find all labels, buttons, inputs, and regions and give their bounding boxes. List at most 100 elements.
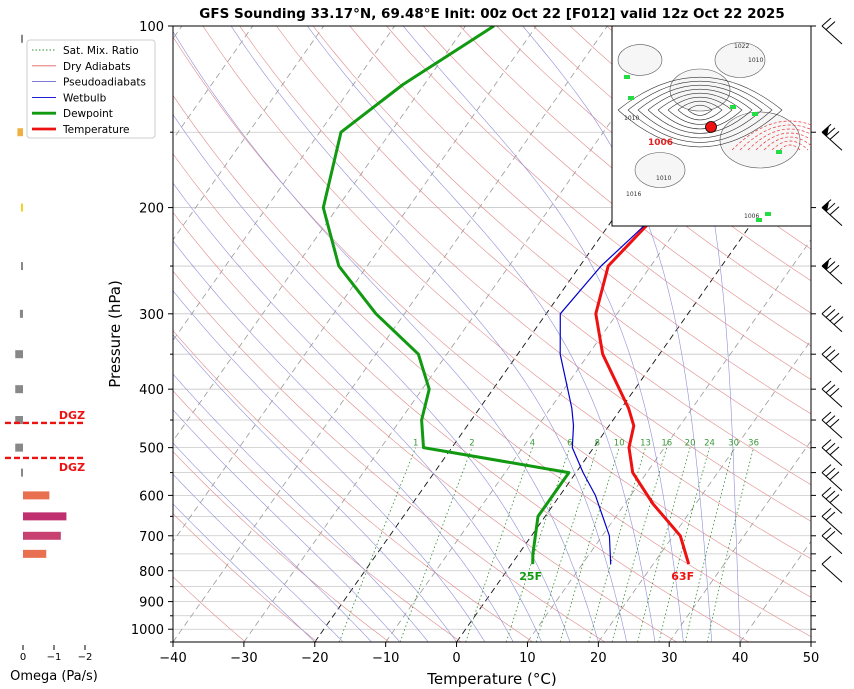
isotherm-line (385, 37, 811, 642)
series-dewpoint-line (321, 26, 571, 565)
map-terrain (617, 44, 663, 76)
pseudoadiabat-line (650, 26, 741, 642)
dry-adiabat-line (173, 390, 462, 642)
dry-adiabat-line (496, 26, 811, 282)
y-tick-label: 1000 (131, 623, 164, 638)
map-contour-label: 1006 (648, 138, 673, 148)
map-precip (628, 96, 634, 100)
pseudoadiabat-line (173, 373, 429, 642)
map-thickness-line (771, 140, 809, 151)
dewpoint-surface-label: 25F (519, 570, 542, 583)
map-isobar (677, 100, 723, 121)
omega-panel: 0 −1 −2 DGZ DGZ (5, 34, 93, 663)
omega-bar (21, 203, 23, 212)
wind-barbs (821, 17, 844, 583)
isotherm-line (810, 641, 811, 642)
mixing-ratio-line (506, 447, 571, 642)
omega-axis-label: Omega (Pa/s) (10, 669, 98, 684)
isotherm-line (668, 440, 811, 642)
wind-barb (821, 257, 843, 285)
pseudoadiabat-line (402, 26, 684, 642)
mixing-ratio-label: 16 (661, 439, 672, 449)
isotherm-line (314, 26, 750, 642)
y-tick-label: 400 (139, 383, 164, 398)
map-contour-label: 1010 (624, 115, 639, 122)
map-isobar (617, 76, 783, 148)
y-tick-label: 300 (139, 308, 164, 323)
mixing-ratio-line (535, 447, 598, 642)
map-contour-label: 1016 (626, 191, 641, 198)
map-precip (624, 75, 630, 79)
map-isobar (687, 104, 713, 116)
omega-bar (17, 128, 23, 137)
dry-adiabat-line (173, 211, 677, 642)
x-tick-label: 20 (590, 651, 607, 666)
wind-barb (821, 305, 844, 333)
pseudoadiabat-line (173, 290, 486, 642)
omega-x-tick-label: 0 (20, 652, 26, 663)
wind-barb (821, 487, 843, 514)
legend-box (26, 39, 156, 139)
x-tick-label: 50 (803, 651, 820, 666)
dry-adiabat-line (173, 153, 749, 642)
omega-bar (15, 350, 23, 359)
mixing-ratio-label: 4 (530, 439, 535, 449)
pseudoadiabat-line (173, 240, 514, 642)
wind-barb (821, 439, 843, 467)
legend-entry-label: Dewpoint (63, 108, 113, 120)
omega-bar (15, 443, 23, 452)
mixing-ratio-label: 24 (704, 439, 715, 449)
map-precip (752, 112, 758, 116)
pseudoadiabat-line (173, 473, 344, 642)
dry-adiabat-line (173, 576, 246, 642)
omega-x-tick-label: −2 (78, 652, 93, 663)
y-tick-label: 900 (139, 596, 164, 611)
pseudoadiabat-line (173, 409, 401, 642)
legend-entry-label: Sat. Mix. Ratio (63, 45, 139, 57)
pseudoadiabat-line (307, 26, 656, 642)
pseudoadiabat-line (173, 442, 372, 642)
x-tick-label: −10 (372, 651, 399, 666)
dgz-label: DGZ (59, 461, 85, 474)
skewt-background-lines (173, 26, 811, 642)
omega-bar (23, 491, 50, 500)
omega-x-tick-label: −1 (47, 652, 62, 663)
wind-barb (821, 527, 843, 555)
omega-bar (21, 468, 23, 477)
axes: −40 −30 −20 −10 0 10 20 30 40 50 100 200 300 400 500 60… (131, 20, 819, 666)
inset-map: 1022 1010 1006 1010 1010 1016 1006 (611, 25, 812, 227)
chart-title: GFS Sounding 33.17°N, 69.48°E Init: 00z … (199, 6, 784, 22)
pseudoadiabat-line (230, 26, 627, 642)
wind-barb (821, 17, 843, 45)
dry-adiabat-line (173, 36, 811, 598)
pseudoadiabat-line (173, 503, 316, 642)
wind-barb (821, 380, 843, 408)
x-tick-label: 0 (452, 651, 460, 666)
map-precip (756, 218, 762, 222)
y-tick-label: 800 (139, 565, 164, 580)
map-contour-label: 1006 (744, 213, 759, 220)
y-tick-label: 500 (139, 442, 164, 457)
dry-adiabat-line (173, 94, 811, 638)
mixing-ratio-line (559, 447, 620, 642)
wind-barb (821, 199, 843, 226)
map-thickness-line (731, 120, 811, 151)
omega-bar (15, 385, 23, 394)
map-precip (765, 212, 771, 216)
mixing-ratio-label: 20 (685, 439, 696, 449)
wind-barb (821, 555, 843, 583)
map-contour-label: 1022 (734, 43, 749, 50)
isotherm-line (173, 26, 537, 543)
dgz-label: DGZ (59, 409, 85, 422)
isotherm-line (173, 26, 608, 642)
omega-bar (23, 512, 67, 521)
map-precip (730, 105, 736, 109)
wind-barb (821, 123, 843, 151)
pseudoadiabat-line (173, 114, 571, 642)
y-tick-label: 600 (139, 489, 164, 504)
pseudoadiabat-line (173, 182, 542, 642)
legend: Sat. Mix. Ratio Dry Adiabats Pseudoadiabat… (26, 39, 156, 139)
wind-barb (821, 411, 843, 439)
dry-adiabat-line (386, 26, 811, 380)
